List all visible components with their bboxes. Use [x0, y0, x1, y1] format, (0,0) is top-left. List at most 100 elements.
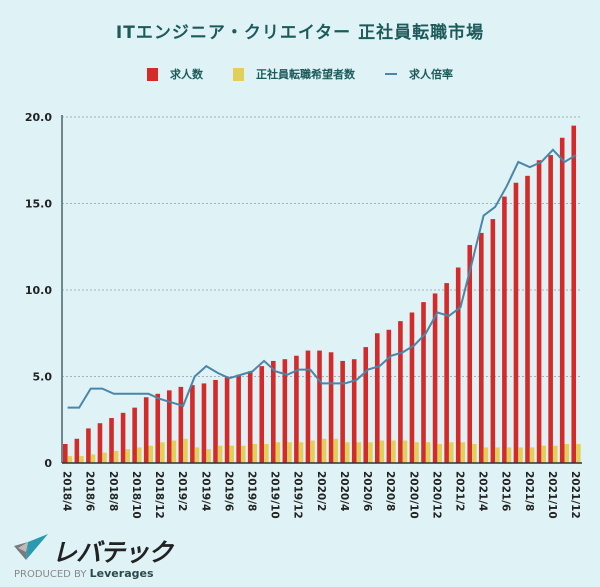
legend: 求人数 正社員転職希望者数 求人倍率: [0, 66, 600, 82]
legend-item-ratio: 求人倍率: [385, 66, 453, 82]
x-tick-label: 2021/8: [523, 471, 535, 511]
bar-jobs: [398, 321, 403, 463]
bar-applicants: [460, 442, 466, 463]
bar-jobs: [259, 366, 265, 463]
legend-label: 求人倍率: [409, 68, 453, 81]
bar-jobs: [213, 379, 218, 463]
x-tick-label: 2018/10: [130, 471, 142, 519]
bar-applicants: [506, 447, 512, 463]
bar-jobs: [559, 137, 565, 463]
bar-applicants: [183, 438, 188, 463]
x-tick-label: 2021/6: [500, 471, 512, 511]
bar-applicants: [67, 456, 73, 463]
bar-jobs: [421, 302, 426, 463]
bar-applicants: [298, 442, 304, 463]
bar-applicants: [483, 447, 489, 463]
bar-applicants: [379, 440, 385, 463]
x-tick-label: 2019/4: [199, 471, 211, 511]
x-tick-label: 2021/10: [546, 471, 558, 519]
x-tick-label: 2019/2: [176, 471, 188, 511]
y-tick-label: 5.0: [33, 371, 53, 384]
bar-applicants: [541, 445, 546, 463]
bar-applicants: [171, 440, 177, 463]
bar-jobs: [178, 386, 184, 463]
bar-jobs: [536, 160, 542, 463]
x-tick-label: 2020/12: [430, 471, 442, 519]
x-tick-label: 2021/12: [569, 471, 581, 519]
bar-applicants: [310, 440, 315, 463]
bar-applicants: [564, 443, 570, 463]
x-tick-label: 2019/12: [292, 471, 304, 519]
bar-jobs: [97, 423, 103, 463]
legend-label: 正社員転職希望者数: [256, 68, 355, 81]
bar-applicants: [102, 452, 107, 463]
y-tick-label: 10.0: [25, 284, 52, 297]
bar-jobs: [132, 407, 137, 463]
bar-applicants: [113, 450, 119, 463]
line-ratio: [67, 148, 577, 409]
bar-jobs: [375, 333, 380, 463]
legend-line-blue: [385, 73, 397, 75]
bar-applicants: [402, 440, 408, 463]
bar-applicants: [229, 445, 234, 463]
bar-jobs: [86, 428, 91, 463]
bar-applicants: [391, 440, 396, 463]
legend-label: 求人数: [170, 68, 203, 81]
bar-applicants: [356, 442, 362, 463]
brand-logo-text: レバテック: [52, 538, 173, 567]
bar-jobs: [548, 155, 553, 463]
bar-jobs: [340, 360, 345, 463]
bar-applicants: [414, 442, 419, 463]
x-tick-label: 2020/8: [384, 471, 396, 511]
x-tick-label: 2020/6: [361, 471, 373, 511]
bar-applicants: [148, 445, 154, 463]
bar-jobs: [294, 355, 299, 463]
bar-applicants: [264, 443, 269, 463]
bar-jobs: [363, 347, 369, 463]
bar-jobs: [109, 418, 114, 463]
bar-applicants: [495, 447, 500, 463]
legend-item-jobs: 求人数: [147, 66, 203, 82]
bar-applicants: [529, 447, 535, 463]
bar-applicants: [275, 442, 281, 463]
bar-jobs: [271, 360, 276, 463]
bar-applicants: [160, 442, 165, 463]
bar-jobs: [328, 352, 334, 463]
bar-jobs: [74, 438, 80, 463]
bar-applicants: [425, 442, 431, 463]
bar-applicants: [321, 438, 327, 463]
bar-applicants: [194, 447, 200, 463]
x-tick-label: 2019/6: [222, 471, 234, 511]
bar-applicants: [252, 443, 258, 463]
y-tick-label: 0: [44, 457, 52, 470]
bar-jobs: [247, 371, 253, 463]
bar-applicants: [344, 442, 350, 463]
company-name: Leverages: [89, 567, 154, 580]
bar-applicants: [217, 445, 223, 463]
leverages-logo-icon: [14, 534, 48, 560]
bar-applicants: [437, 443, 442, 463]
bar-jobs: [167, 390, 172, 463]
bar-applicants: [333, 438, 338, 463]
produced-by: PRODUCED BY Leverages: [14, 567, 154, 580]
bar-jobs: [224, 376, 230, 463]
bar-jobs: [490, 219, 496, 463]
bar-applicants: [125, 449, 130, 463]
bar-applicants: [368, 442, 373, 463]
bar-applicants: [552, 445, 558, 463]
produced-by-label: PRODUCED BY: [14, 569, 87, 580]
chart-plot: 0 5.0 10.0 15.0 20.0 2018/4 2018/6 2018/8 2018/1…: [25, 111, 582, 519]
bar-applicants: [448, 442, 454, 463]
bar-jobs: [571, 125, 577, 464]
y-tick-label: 20.0: [25, 111, 52, 124]
x-tick-label: 2020/10: [407, 471, 419, 519]
legend-item-applicants: 正社員転職希望者数: [233, 66, 355, 82]
x-tick-label: 2021/2: [453, 471, 465, 511]
x-tick-label: 2021/4: [477, 471, 489, 511]
bar-jobs: [525, 175, 530, 463]
bar-applicants: [472, 443, 477, 463]
bar-applicants: [90, 454, 96, 463]
bar-jobs: [317, 350, 322, 463]
y-tick-label: 15.0: [25, 198, 52, 211]
chart-title: ITエンジニア・クリエイター 正社員転職市場: [115, 23, 485, 43]
